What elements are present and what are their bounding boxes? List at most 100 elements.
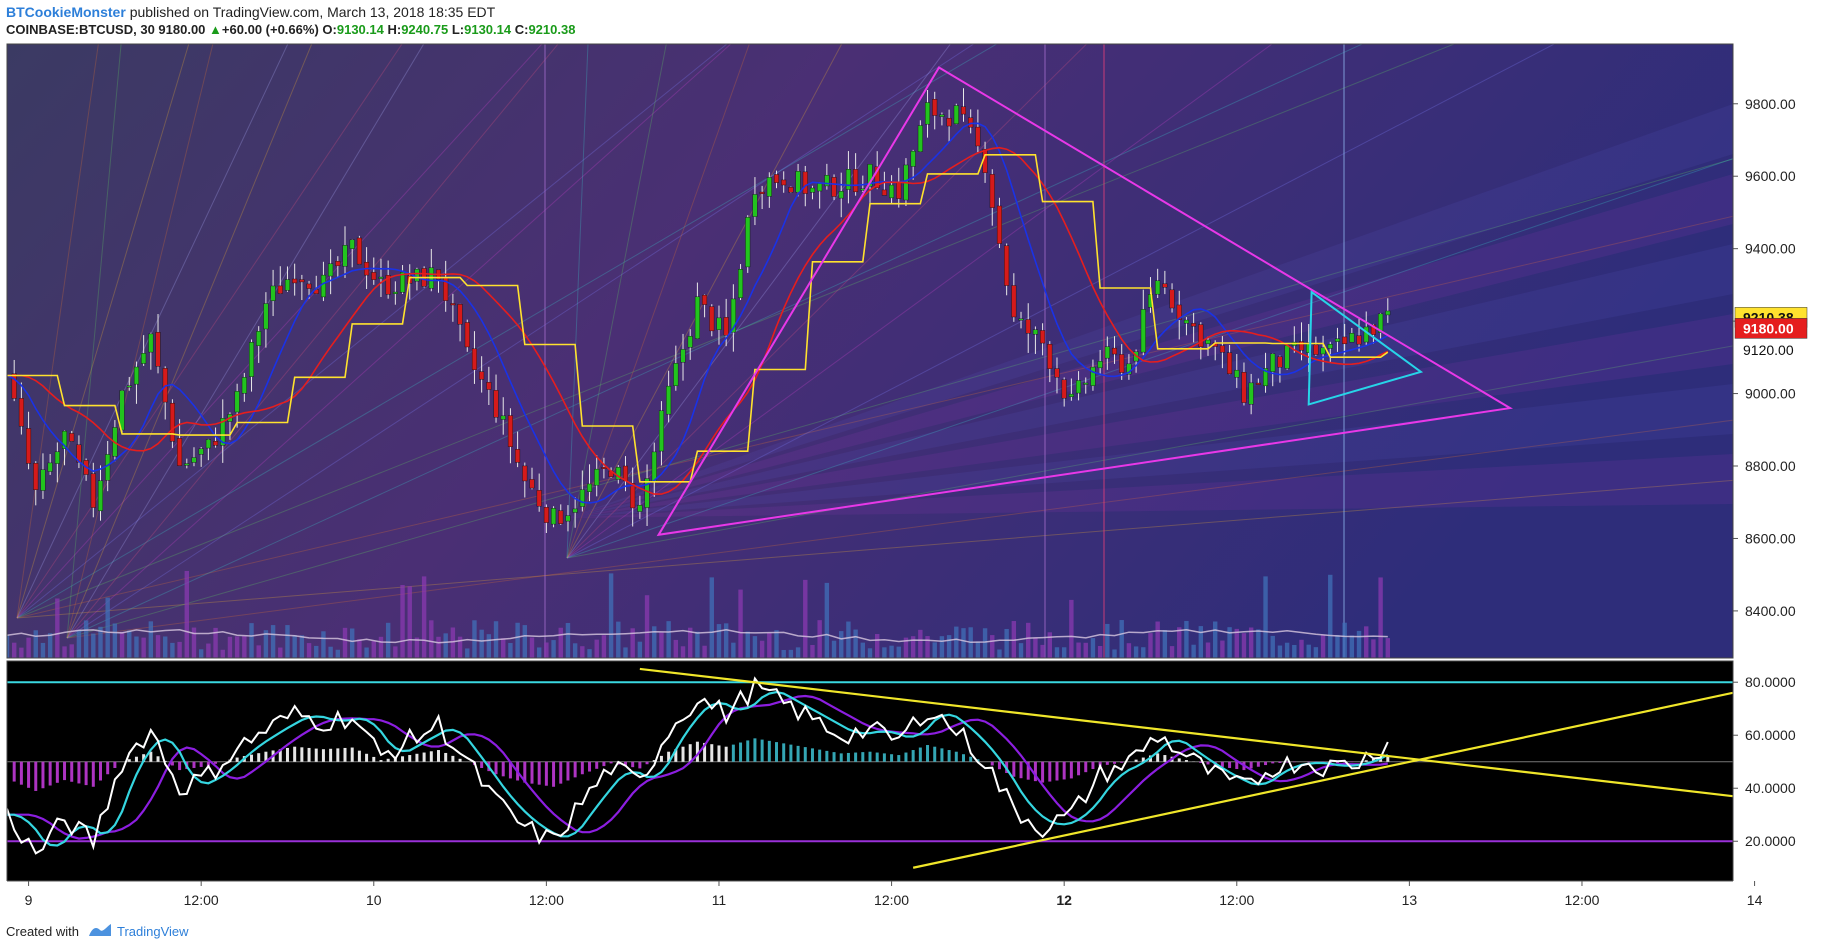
volume-bar (1385, 638, 1390, 658)
candle-down (1004, 245, 1010, 286)
x-tick-label: 12:00 (1219, 892, 1254, 908)
volume-bar (141, 637, 146, 658)
candle-up (838, 191, 844, 199)
candle-up (637, 505, 643, 512)
candle-down (831, 177, 837, 197)
oscillator-pane[interactable] (7, 661, 1733, 881)
volume-bar (155, 635, 161, 658)
volume-bar (1090, 638, 1096, 658)
volume-bar (522, 625, 527, 658)
candle-up (1076, 380, 1082, 394)
volume-bar (961, 628, 966, 658)
y-tick-label: 9800.00 (1745, 96, 1796, 112)
candle-up (673, 363, 679, 386)
candle-down (881, 189, 887, 196)
candle-down (515, 449, 521, 463)
volume-bar (544, 642, 549, 658)
axes: 8400.008600.008800.009000.009200.009400.… (0, 42, 1822, 910)
candle-down (536, 490, 542, 507)
candle-down (1176, 304, 1182, 320)
price-pane-border (6, 43, 1734, 659)
fan-line (66, 44, 214, 639)
volume-bar (436, 636, 441, 658)
volume-bar (256, 645, 261, 658)
ma-yellow-line (7, 154, 1389, 483)
fan-line (66, 44, 559, 639)
x-tick-label: 14 (1747, 892, 1763, 908)
volume-bar (536, 647, 542, 658)
triangle-pattern-large[interactable] (656, 66, 1514, 537)
candle-up (1385, 310, 1391, 316)
volume-bar (385, 622, 391, 658)
price-pane[interactable] (5, 42, 1822, 658)
low-label: L: (451, 22, 465, 37)
volume-bar (508, 643, 513, 658)
candle-up (500, 415, 506, 420)
candle-down (1198, 324, 1204, 348)
candle-up (594, 468, 600, 486)
candle-up (1155, 280, 1161, 295)
candle-down (702, 294, 708, 305)
x-tick-label: 9 (25, 892, 33, 908)
date-axis-bg (0, 881, 1822, 910)
candle-up (730, 298, 736, 333)
volume-bar (652, 626, 657, 658)
candle-up (917, 125, 923, 152)
candle-up (1126, 363, 1132, 375)
volume-bar (767, 632, 772, 658)
candle-up (105, 454, 111, 481)
candle-up (141, 353, 147, 364)
fan-line (16, 44, 190, 619)
volume-bar (644, 595, 650, 658)
candle-down (155, 332, 161, 367)
volume-bar (795, 647, 801, 658)
volume-bar (688, 627, 693, 658)
volume-bar (486, 634, 492, 658)
candle-down (1277, 356, 1283, 368)
x-tick-label: 12:00 (529, 892, 564, 908)
fan-line (66, 44, 122, 639)
tradingview-logo-icon[interactable] (88, 922, 112, 938)
fan-line (16, 479, 1733, 619)
triangle-pattern-small[interactable] (1307, 290, 1424, 406)
volume-bar (134, 636, 139, 658)
fan-line (66, 419, 1733, 639)
candle-down (177, 438, 183, 466)
volume-bar (659, 632, 664, 658)
candle-down (457, 304, 463, 325)
fan-line (16, 44, 728, 619)
candle-up (284, 279, 290, 291)
price-tag-label: 9120.00 (1743, 342, 1794, 358)
volume-bar (1083, 642, 1088, 658)
candle-up (241, 377, 247, 394)
osc-trendline-up[interactable] (912, 691, 1733, 869)
volume-bar (213, 627, 218, 658)
osc-trendline-down[interactable] (639, 667, 1733, 798)
volume-bar (91, 633, 96, 658)
volume-bar (529, 637, 535, 658)
volume-bar (867, 648, 873, 658)
tradingview-brand[interactable]: TradingView (117, 924, 189, 939)
volume-bar (587, 649, 592, 658)
author-name[interactable]: BTCookieMonster (6, 4, 126, 20)
volume-bar (716, 624, 722, 658)
oscillator-background (7, 661, 1733, 881)
osc-tick-label: 40.0000 (1745, 780, 1796, 796)
candle-down (1119, 354, 1125, 373)
volume-bar (551, 640, 556, 658)
candle-down (213, 441, 219, 446)
candle-down (18, 398, 24, 427)
price-tag (1735, 340, 1807, 361)
candle-up (1140, 309, 1146, 353)
volume-bar (817, 620, 822, 658)
chart-canvas[interactable]: 8400.008600.008800.009000.009200.009400.… (0, 42, 1822, 910)
volume-bar (709, 577, 714, 658)
fan-line (66, 44, 313, 639)
volume-bar (285, 625, 290, 658)
volume-bar (788, 649, 794, 658)
x-tick-label: 11 (712, 892, 727, 908)
volume-bar (314, 645, 319, 658)
volume-bar (759, 640, 765, 658)
volume-bar (723, 623, 729, 658)
candle-down (522, 465, 528, 482)
